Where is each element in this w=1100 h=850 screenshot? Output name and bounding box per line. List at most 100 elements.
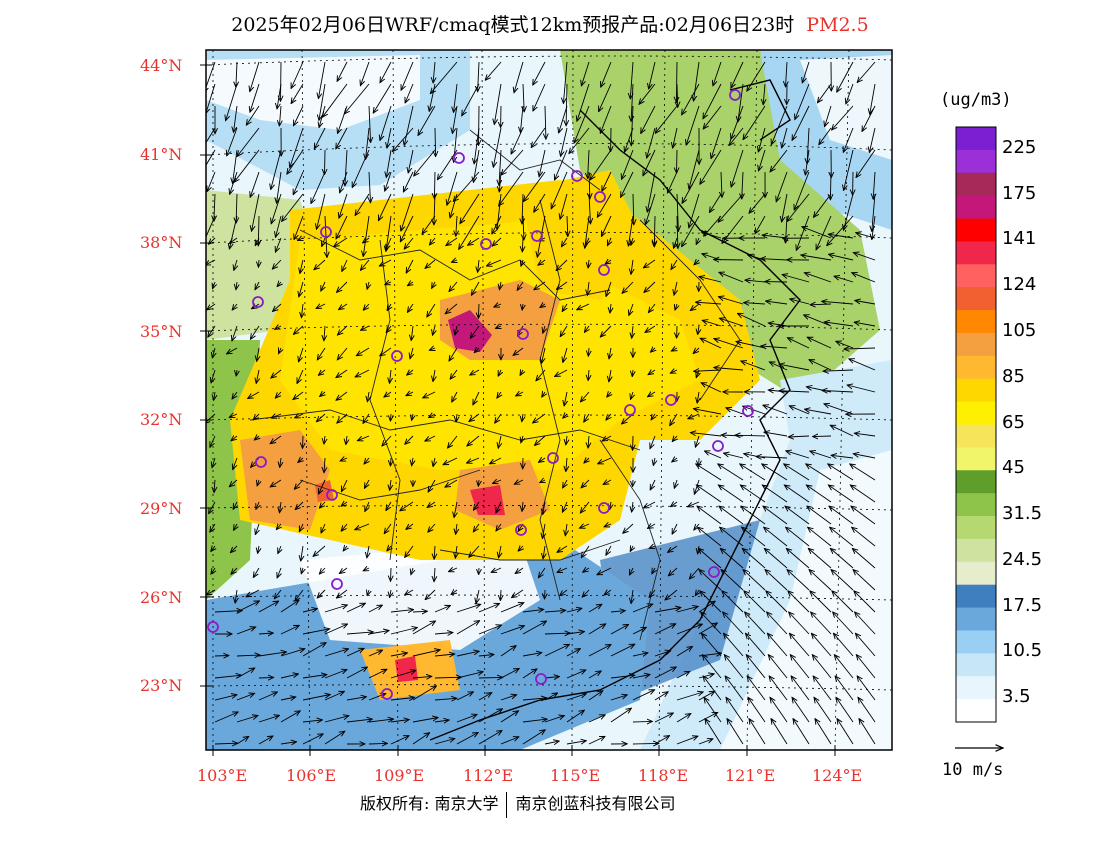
wind-vector (654, 692, 668, 701)
wind-vector (722, 591, 744, 613)
wind-vector (643, 259, 656, 268)
wind-vector (671, 348, 677, 351)
wind-vector (632, 604, 653, 613)
wind-vector (643, 149, 656, 176)
wind-vector (339, 567, 348, 574)
wind-vector (742, 527, 766, 547)
wind-vector (386, 149, 392, 177)
wind-vector (588, 435, 589, 448)
city-marker (207, 621, 219, 633)
wind-vector (499, 149, 501, 186)
wind-vector (294, 105, 304, 126)
wind-vector (337, 413, 348, 423)
wind-vector (322, 83, 348, 117)
wind-vector (277, 282, 281, 287)
colorbar-swatch (956, 607, 996, 631)
wind-vector (258, 633, 273, 634)
wind-vector (802, 61, 810, 83)
wind-vector (478, 655, 494, 657)
wind-vector (316, 304, 326, 309)
wind-vector (555, 149, 568, 180)
wind-vector (545, 105, 546, 139)
wind-vector (604, 590, 612, 595)
wind-vector (455, 325, 457, 335)
wind-vector (324, 691, 344, 701)
wind-vector (622, 149, 634, 179)
wind-vector (702, 655, 722, 679)
wind-vector (718, 297, 744, 305)
wind-vector (673, 127, 678, 148)
wind-vector (206, 127, 216, 144)
wind-vector (791, 676, 810, 701)
wind-vector (299, 347, 304, 362)
wind-vector (533, 83, 546, 111)
wind-vector (760, 259, 788, 260)
wind-vector (632, 325, 633, 338)
wind-vector (501, 149, 524, 175)
wind-vector (566, 710, 584, 723)
wind-vector (588, 736, 605, 745)
wind-vector (257, 480, 259, 486)
wind-vector (844, 193, 854, 230)
wind-vector (368, 650, 383, 657)
wind-vector (632, 675, 650, 679)
wind-vector (699, 570, 722, 591)
wind-vector (632, 627, 646, 635)
wind-vector (565, 523, 567, 536)
wind-vector (822, 301, 854, 304)
wind-vector (735, 435, 766, 436)
wind-vector (513, 347, 524, 355)
wind-vector (698, 691, 715, 701)
wind-vector (787, 193, 810, 222)
wind-vector (535, 435, 546, 446)
wind-vector (363, 413, 370, 423)
wind-vector (212, 457, 215, 468)
wind-vector (319, 567, 326, 574)
wind-vector (432, 281, 435, 288)
wind-vector (523, 83, 524, 112)
wind-vector (456, 215, 457, 236)
wind-vector (429, 348, 435, 350)
city-marker (531, 230, 543, 242)
wind-vector (336, 369, 348, 378)
wind-vector (782, 275, 810, 283)
city-marker (517, 328, 529, 340)
wind-vector (211, 567, 215, 574)
wind-vector (632, 501, 633, 512)
wind-vector (610, 708, 631, 723)
city-marker (712, 440, 724, 452)
wind-vector (449, 281, 458, 292)
wind-vector (479, 105, 480, 145)
wind-vector (411, 325, 413, 341)
wind-vector (494, 83, 502, 125)
wind-vector (390, 628, 417, 635)
wind-vector (492, 215, 502, 234)
wind-vector (770, 697, 788, 723)
wind-vector (631, 589, 633, 604)
wind-vector (544, 644, 570, 657)
wind-vector (229, 414, 238, 417)
wind-vector (822, 390, 854, 392)
wind-vector (324, 435, 325, 444)
city-marker (453, 152, 465, 164)
wind-vector (316, 413, 326, 422)
wind-vector (790, 655, 810, 679)
wind-vector (676, 692, 703, 701)
wind-vector (379, 259, 392, 266)
wind-vector (237, 127, 260, 156)
wind-vector (545, 589, 546, 599)
wind-vector (731, 61, 744, 88)
wind-vector (500, 626, 525, 635)
wind-vector (378, 193, 392, 221)
wind-vector (214, 479, 215, 493)
wind-vector (650, 348, 655, 352)
lon-label: 106°E (286, 766, 337, 785)
wind-vector (207, 303, 216, 310)
wind-vector (324, 624, 348, 635)
wind-vector (456, 714, 477, 723)
wind-vector (711, 127, 722, 159)
wind-vector (852, 527, 876, 547)
wind-vector (412, 718, 438, 723)
wind-vector (495, 413, 502, 423)
colorbar-swatch (956, 493, 996, 517)
